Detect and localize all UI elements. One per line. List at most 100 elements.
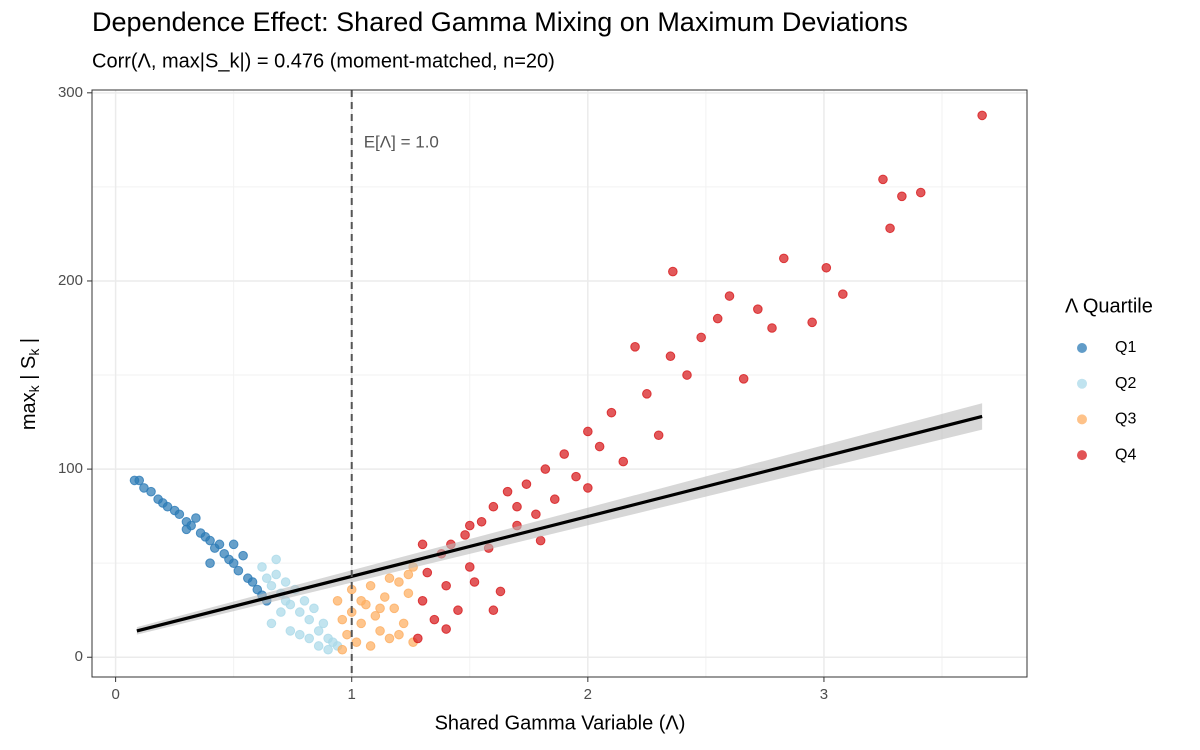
point: [299, 596, 310, 606]
chart-title: Dependence Effect: Shared Gamma Mixing o…: [92, 7, 908, 37]
point: [389, 603, 400, 614]
point: [630, 342, 640, 352]
point: [205, 558, 215, 568]
point: [488, 605, 499, 616]
point: [559, 449, 570, 459]
point: [304, 633, 315, 644]
point: [228, 558, 239, 568]
point: [233, 565, 244, 576]
point: [838, 289, 848, 299]
point: [441, 624, 451, 634]
point: [214, 539, 225, 550]
point: [365, 641, 376, 651]
point: [313, 626, 324, 636]
point: [181, 524, 192, 535]
point: [878, 174, 888, 185]
y-axis-label: maxk | Sk |: [18, 338, 41, 430]
y-tick-label: 100: [58, 460, 83, 477]
x-tick-label: 2: [584, 686, 592, 703]
x-tick-label: 0: [111, 686, 119, 703]
point: [682, 370, 692, 380]
plot-border: [91, 89, 1028, 678]
legend-swatch: [1077, 414, 1087, 425]
point: [738, 373, 749, 384]
point: [342, 629, 352, 640]
y-label-part: | S: [18, 356, 40, 386]
point: [606, 407, 617, 418]
x-tick-label: 3: [820, 686, 828, 703]
point: [384, 633, 395, 644]
point: [897, 191, 907, 202]
point: [724, 291, 735, 301]
point: [304, 614, 315, 625]
x-axis-label: Shared Gamma Variable (Λ): [435, 712, 686, 734]
point: [453, 605, 463, 616]
point: [323, 644, 333, 655]
point: [313, 641, 324, 651]
point: [668, 266, 678, 277]
point: [403, 569, 414, 580]
point: [535, 535, 546, 546]
y-label-part: |: [18, 338, 40, 349]
point: [370, 611, 381, 621]
legend-label: Q2: [1115, 375, 1136, 392]
point: [594, 441, 605, 452]
point: [583, 483, 593, 493]
point: [294, 629, 305, 640]
point: [398, 618, 409, 629]
point: [403, 588, 414, 599]
point: [807, 317, 817, 328]
point: [464, 520, 475, 531]
point: [512, 501, 522, 512]
point: [549, 494, 560, 505]
y-label-part: k: [26, 348, 42, 356]
point: [571, 471, 581, 482]
y-tick-label: 0: [75, 648, 83, 665]
point: [351, 637, 362, 647]
point: [191, 513, 201, 523]
point: [261, 573, 272, 584]
point: [271, 569, 281, 580]
point: [337, 614, 348, 625]
annotation: E[Λ] = 1.0: [364, 132, 439, 151]
legend-label: Q4: [1115, 446, 1136, 463]
point: [429, 614, 440, 625]
point: [583, 426, 593, 437]
point: [885, 223, 895, 234]
point: [665, 351, 676, 362]
point: [134, 475, 145, 486]
point: [375, 626, 385, 636]
point: [779, 253, 789, 264]
point: [394, 577, 404, 587]
point: [521, 479, 532, 489]
point: [318, 618, 329, 629]
y-tick-label: 300: [58, 84, 83, 101]
point: [332, 596, 343, 606]
legend-label: Q3: [1115, 411, 1136, 428]
point: [375, 603, 385, 614]
point: [280, 577, 291, 587]
point: [417, 539, 428, 550]
point: [502, 486, 513, 497]
point: [247, 577, 258, 587]
point: [365, 580, 376, 591]
point: [356, 618, 366, 629]
x-tick-label: 1: [348, 686, 356, 703]
point: [394, 629, 404, 640]
legend-label: Q1: [1115, 339, 1136, 356]
point: [174, 509, 185, 520]
point: [712, 313, 723, 324]
legend-swatch: [1077, 343, 1087, 353]
point: [257, 562, 267, 572]
y-label-part: max: [18, 392, 40, 430]
point: [285, 626, 296, 636]
point: [337, 644, 348, 655]
point: [488, 501, 499, 512]
point: [146, 486, 156, 497]
point: [422, 567, 433, 578]
point: [642, 389, 652, 399]
point: [205, 535, 215, 546]
point: [460, 530, 470, 540]
point: [495, 586, 506, 597]
